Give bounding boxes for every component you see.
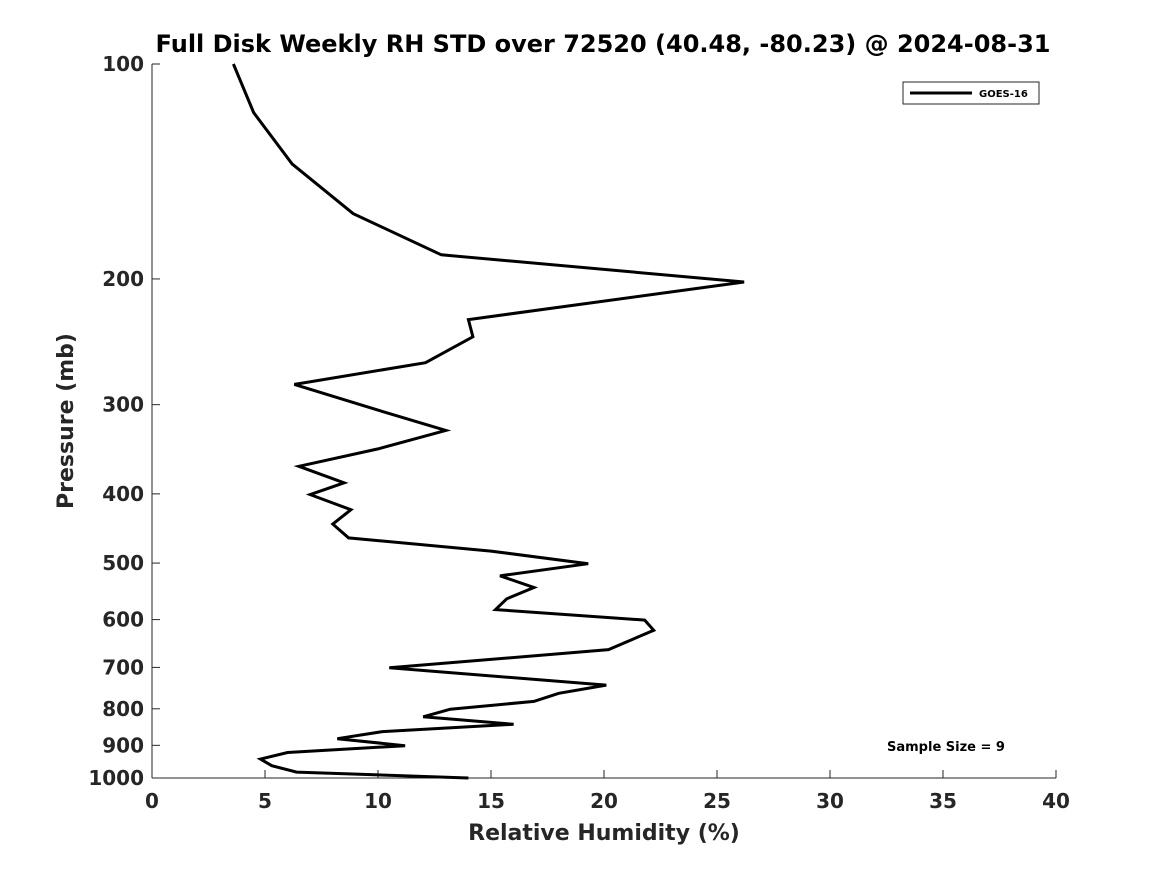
x-axis-ticks: 0 5 10 15 20 25 30 35 40 (145, 770, 1070, 813)
sample-size-annotation: Sample Size = 9 (887, 740, 1005, 755)
y-tick-label: 200 (102, 267, 144, 291)
x-axis-label: Relative Humidity (%) (468, 821, 740, 846)
y-tick-label: 300 (102, 393, 144, 417)
x-tick-label: 10 (364, 789, 392, 813)
y-axis-label: Pressure (mb) (54, 333, 79, 509)
y-axis-ticks: 100 200 300 400 500 600 700 800 900 1000 (88, 52, 160, 790)
y-tick-label: 500 (102, 551, 144, 575)
x-tick-label: 0 (145, 789, 159, 813)
x-tick-label: 20 (590, 789, 618, 813)
x-tick-label: 30 (816, 789, 844, 813)
y-tick-label: 400 (102, 482, 144, 506)
legend-label-goes-16: GOES-16 (979, 89, 1028, 100)
x-tick-label: 15 (477, 789, 505, 813)
series-layer (232, 63, 745, 780)
y-tick-label: 1000 (88, 766, 144, 790)
y-tick-label: 900 (102, 733, 144, 757)
x-tick-label: 5 (258, 789, 272, 813)
y-tick-label: 600 (102, 608, 144, 632)
chart-title: Full Disk Weekly RH STD over 72520 (40.4… (156, 30, 1051, 58)
legend: GOES-16 (902, 81, 1040, 105)
y-tick-label: 100 (102, 52, 144, 76)
x-tick-label: 35 (929, 789, 957, 813)
x-tick-label: 40 (1042, 789, 1070, 813)
y-tick-label: 800 (102, 697, 144, 721)
x-tick-label: 25 (703, 789, 731, 813)
plot-area (151, 64, 1056, 779)
series-line-goes-16 (232, 63, 745, 780)
y-tick-label: 700 (102, 655, 144, 679)
